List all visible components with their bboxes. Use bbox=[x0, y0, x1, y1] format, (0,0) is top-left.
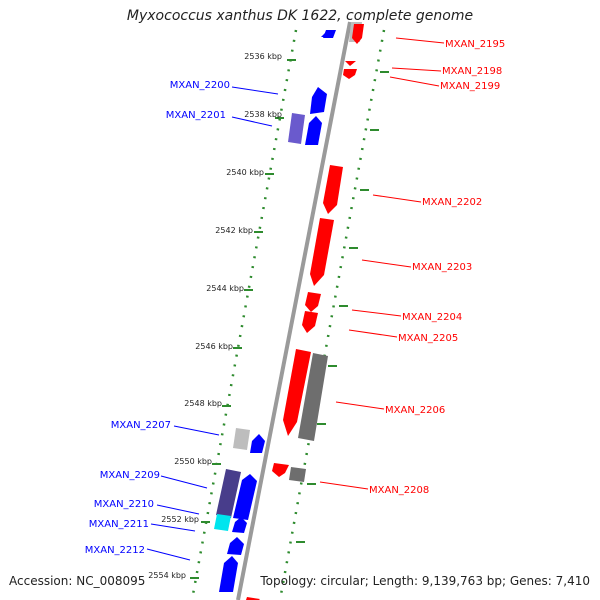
gene-label-mxan2208[interactable]: MXAN_2208 bbox=[369, 485, 429, 496]
reverse-callouts bbox=[319, 37, 445, 490]
gene-arrow-mxan2211 bbox=[232, 517, 247, 533]
gene-arrow-mxan2203 bbox=[310, 218, 334, 286]
gene-box-mxan2207-gray bbox=[233, 428, 250, 450]
gene-arrow-mxan2212 bbox=[227, 537, 244, 555]
ruler-label-2540: 2540 kbp bbox=[226, 168, 264, 177]
ruler-label-2550: 2550 kbp bbox=[174, 457, 212, 466]
ruler-label-2544: 2544 kbp bbox=[206, 284, 244, 293]
ruler-label-2538: 2538 kbp bbox=[244, 110, 282, 119]
gene-arrow-mxan2207 bbox=[250, 434, 265, 453]
gene-label-mxan2195[interactable]: MXAN_2195 bbox=[445, 39, 505, 50]
gene-arrow-mxan2204 bbox=[305, 292, 321, 312]
gene-box-mxan2206-gray bbox=[298, 353, 328, 441]
gene-label-mxan2201[interactable]: MXAN_2201 bbox=[166, 110, 226, 121]
gene-arrow-mxan2200 bbox=[310, 87, 327, 114]
gene-arrow-mxan2208-red bbox=[272, 463, 289, 477]
ruler-ticks bbox=[190, 59, 389, 579]
forward-genes bbox=[214, 30, 336, 592]
genome-backbone bbox=[236, 21, 352, 600]
gene-label-mxan2209[interactable]: MXAN_2209 bbox=[100, 470, 160, 481]
gene-arrow-mxan2199 bbox=[343, 69, 357, 79]
gene-label-mxan2206[interactable]: MXAN_2206 bbox=[385, 405, 445, 416]
gene-box-mxan2208-gray bbox=[289, 467, 306, 482]
gene-arrow-mxan2195 bbox=[352, 24, 364, 44]
gene-box-mxan2209-slate bbox=[216, 469, 241, 518]
ruler-label-2554: 2554 kbp bbox=[148, 571, 186, 580]
gene-box-mxan2210-cyan bbox=[214, 514, 231, 531]
gene-arrow-fwd-top-tip bbox=[321, 32, 331, 37]
map-title: Myxococcus xanthus DK 1622, complete gen… bbox=[126, 8, 474, 24]
gene-arrow-mxan2205 bbox=[302, 311, 318, 333]
gene-label-mxan2210[interactable]: MXAN_2210 bbox=[94, 499, 154, 510]
gene-arrow-mxan2202 bbox=[323, 165, 343, 214]
gene-arrow-mxan2206-red bbox=[283, 349, 311, 436]
ruler-label-2542: 2542 kbp bbox=[215, 226, 253, 235]
ruler-label-2536: 2536 kbp bbox=[244, 52, 282, 61]
gene-arrow-mxan2198 bbox=[345, 61, 356, 66]
gene-label-mxan2207[interactable]: MXAN_2207 bbox=[111, 420, 171, 431]
gene-label-mxan2204[interactable]: MXAN_2204 bbox=[402, 312, 462, 323]
gene-label-mxan2202[interactable]: MXAN_2202 bbox=[422, 197, 482, 208]
ruler-label-2546: 2546 kbp bbox=[195, 342, 233, 351]
ruler-label-2552: 2552 kbp bbox=[161, 515, 199, 524]
accession-text: Accession: NC_008095 bbox=[9, 574, 146, 588]
gene-label-mxan2205[interactable]: MXAN_2205 bbox=[398, 333, 458, 344]
gene-label-mxan2203[interactable]: MXAN_2203 bbox=[412, 262, 472, 273]
gene-label-mxan2211[interactable]: MXAN_2211 bbox=[89, 519, 149, 530]
ruler-label-2548: 2548 kbp bbox=[184, 399, 222, 408]
gene-label-mxan2212[interactable]: MXAN_2212 bbox=[85, 545, 145, 556]
gene-label-mxan2198[interactable]: MXAN_2198 bbox=[442, 66, 502, 77]
gene-arrow-rev-bottom bbox=[246, 597, 260, 600]
gene-arrow-fwd-bottom bbox=[219, 556, 238, 592]
gene-box-mxan2201-slate bbox=[288, 113, 305, 144]
gene-label-mxan2200[interactable]: MXAN_2200 bbox=[170, 80, 230, 91]
gene-arrow-mxan2201 bbox=[305, 116, 322, 145]
reverse-genes bbox=[246, 22, 364, 600]
forward-callouts bbox=[146, 86, 279, 561]
gene-arrow-mxan2209 bbox=[233, 474, 257, 520]
genome-summary-text: Topology: circular; Length: 9,139,763 bp… bbox=[260, 574, 590, 588]
gene-label-mxan2199[interactable]: MXAN_2199 bbox=[440, 81, 500, 92]
